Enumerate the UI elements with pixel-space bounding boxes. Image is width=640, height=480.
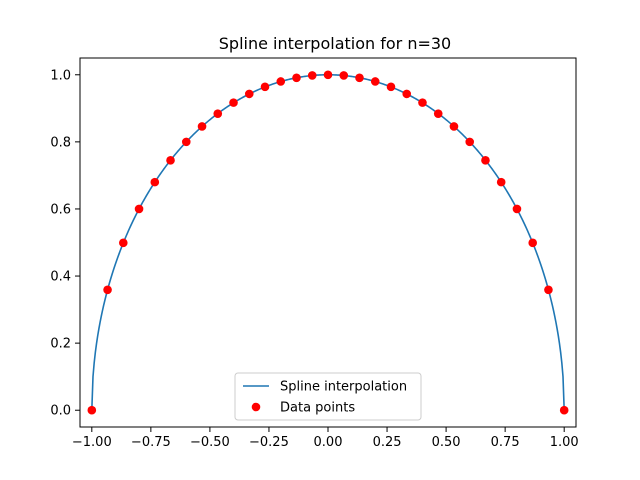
x-tick-label: −0.75 xyxy=(131,435,171,450)
y-tick-label: 0.8 xyxy=(50,135,71,150)
data-point xyxy=(528,238,538,248)
data-point xyxy=(339,71,349,80)
data-point xyxy=(307,71,317,80)
x-tick-label: −1.00 xyxy=(72,435,112,450)
data-point xyxy=(103,285,112,295)
x-tick-label: 0.50 xyxy=(432,435,461,450)
data-point xyxy=(276,77,286,86)
data-point xyxy=(181,137,191,147)
x-tick-label: −0.50 xyxy=(190,435,230,450)
x-tick-label: 0.25 xyxy=(373,435,402,450)
legend-marker-swatch xyxy=(251,402,261,412)
data-point xyxy=(244,89,254,99)
data-point xyxy=(134,204,144,214)
legend-label-spline: Spline interpolation xyxy=(280,380,407,395)
data-point xyxy=(465,137,475,147)
data-point xyxy=(213,109,223,118)
y-tick-label: 0.2 xyxy=(50,337,71,352)
y-tick-label: 0.6 xyxy=(50,202,71,217)
x-tick-label: 0.00 xyxy=(314,435,343,450)
data-point xyxy=(418,98,427,107)
x-tick-label: −0.25 xyxy=(249,435,289,450)
data-point xyxy=(449,122,459,131)
axes-background xyxy=(80,58,576,427)
legend-label-points: Data points xyxy=(280,401,355,416)
data-point xyxy=(355,73,364,83)
data-point xyxy=(118,238,128,248)
x-tick-label: 1.00 xyxy=(550,435,579,450)
x-tick-label: 0.75 xyxy=(491,435,520,450)
plot-area: −1.00 −0.75 −0.50 −0.25 0.00 0.25 0.50 0.75 1.00… xyxy=(50,57,579,450)
data-point xyxy=(544,285,553,295)
data-point xyxy=(260,82,270,92)
data-point xyxy=(166,156,175,165)
data-point xyxy=(512,204,522,214)
data-point xyxy=(323,70,333,80)
legend: Spline interpolation Data points xyxy=(234,372,422,421)
data-point xyxy=(292,73,301,83)
axes-frame xyxy=(79,57,577,428)
y-tick-label: 1.0 xyxy=(50,68,71,83)
chart-title: Spline interpolation for n=30 xyxy=(219,34,451,53)
legend-box xyxy=(234,372,422,421)
data-point xyxy=(150,177,160,187)
data-point xyxy=(559,405,569,415)
data-point xyxy=(197,122,207,131)
data-point xyxy=(386,82,396,92)
data-point xyxy=(433,109,443,118)
data-point xyxy=(402,89,412,99)
data-point xyxy=(370,77,380,86)
data-point xyxy=(87,405,97,415)
y-tick-label: 0.0 xyxy=(50,404,71,419)
y-tick-label: 0.4 xyxy=(50,270,71,285)
data-point xyxy=(496,177,506,187)
data-point xyxy=(481,156,490,165)
data-point xyxy=(229,98,238,107)
